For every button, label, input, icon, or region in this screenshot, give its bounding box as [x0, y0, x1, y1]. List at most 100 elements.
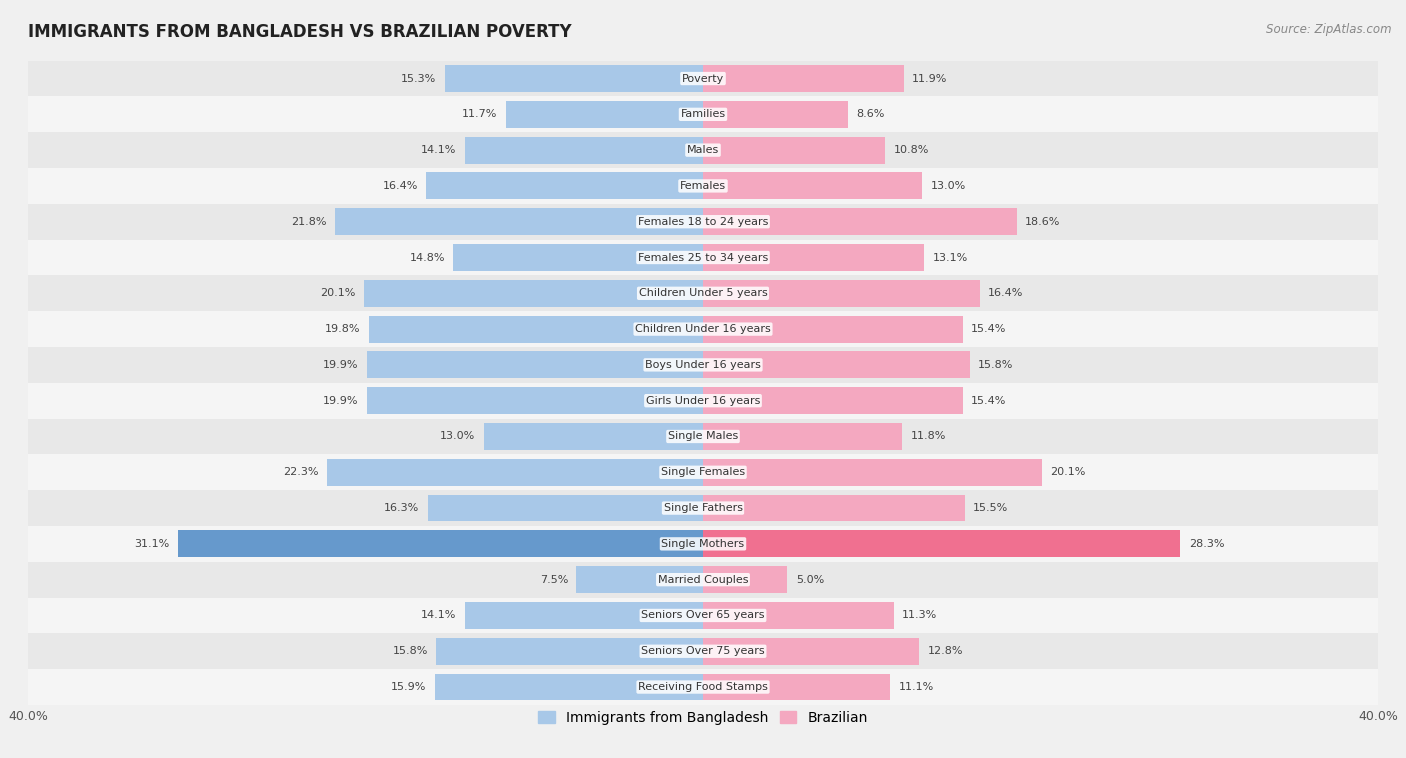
Bar — [703, 136, 886, 164]
Text: 15.5%: 15.5% — [973, 503, 1008, 513]
Text: Seniors Over 75 years: Seniors Over 75 years — [641, 647, 765, 656]
Text: 31.1%: 31.1% — [135, 539, 170, 549]
Text: Single Fathers: Single Fathers — [664, 503, 742, 513]
Text: 20.1%: 20.1% — [1050, 467, 1085, 478]
Bar — [703, 208, 1017, 235]
Bar — [703, 674, 890, 700]
Text: Girls Under 16 years: Girls Under 16 years — [645, 396, 761, 406]
Text: 7.5%: 7.5% — [540, 575, 568, 584]
Bar — [703, 637, 920, 665]
Text: 13.0%: 13.0% — [440, 431, 475, 441]
Bar — [28, 132, 1378, 168]
Text: Children Under 5 years: Children Under 5 years — [638, 288, 768, 299]
Bar — [703, 352, 970, 378]
Bar — [367, 352, 703, 378]
Text: 15.4%: 15.4% — [972, 396, 1007, 406]
Bar — [28, 347, 1378, 383]
Text: 16.4%: 16.4% — [382, 181, 418, 191]
Bar — [465, 136, 703, 164]
Text: 11.9%: 11.9% — [912, 74, 948, 83]
Bar — [427, 495, 703, 522]
Bar — [368, 315, 703, 343]
Text: Single Males: Single Males — [668, 431, 738, 441]
Text: 19.9%: 19.9% — [323, 396, 359, 406]
Text: Females 25 to 34 years: Females 25 to 34 years — [638, 252, 768, 262]
Text: 11.1%: 11.1% — [898, 682, 934, 692]
Bar — [326, 459, 703, 486]
Bar — [28, 597, 1378, 634]
Text: 18.6%: 18.6% — [1025, 217, 1060, 227]
Bar — [28, 418, 1378, 454]
Bar — [703, 315, 963, 343]
Bar — [506, 101, 703, 128]
Text: 28.3%: 28.3% — [1189, 539, 1225, 549]
Text: 14.1%: 14.1% — [422, 610, 457, 621]
Bar — [703, 280, 980, 307]
Bar — [364, 280, 703, 307]
Bar — [28, 490, 1378, 526]
Text: Source: ZipAtlas.com: Source: ZipAtlas.com — [1267, 23, 1392, 36]
Bar — [179, 531, 703, 557]
Bar — [703, 566, 787, 593]
Text: 16.3%: 16.3% — [384, 503, 419, 513]
Text: 15.8%: 15.8% — [392, 647, 427, 656]
Text: 11.3%: 11.3% — [903, 610, 938, 621]
Bar — [28, 168, 1378, 204]
Text: 13.0%: 13.0% — [931, 181, 966, 191]
Text: 19.8%: 19.8% — [325, 324, 360, 334]
Bar — [28, 383, 1378, 418]
Text: 14.8%: 14.8% — [409, 252, 444, 262]
Bar — [28, 96, 1378, 132]
Bar — [444, 65, 703, 92]
Text: 21.8%: 21.8% — [291, 217, 326, 227]
Bar — [703, 101, 848, 128]
Bar — [465, 602, 703, 629]
Text: 12.8%: 12.8% — [928, 647, 963, 656]
Bar — [703, 459, 1042, 486]
Text: 14.1%: 14.1% — [422, 145, 457, 155]
Bar — [28, 61, 1378, 96]
Bar — [703, 602, 894, 629]
Text: Receiving Food Stamps: Receiving Food Stamps — [638, 682, 768, 692]
Text: 16.4%: 16.4% — [988, 288, 1024, 299]
Bar — [436, 637, 703, 665]
Text: Males: Males — [688, 145, 718, 155]
Text: 5.0%: 5.0% — [796, 575, 824, 584]
Text: Families: Families — [681, 109, 725, 119]
Bar — [426, 173, 703, 199]
Text: Married Couples: Married Couples — [658, 575, 748, 584]
Bar — [576, 566, 703, 593]
Bar — [28, 454, 1378, 490]
Bar — [703, 387, 963, 414]
Bar — [28, 240, 1378, 275]
Text: 15.4%: 15.4% — [972, 324, 1007, 334]
Bar — [453, 244, 703, 271]
Text: 11.7%: 11.7% — [461, 109, 498, 119]
Bar — [28, 669, 1378, 705]
Text: 13.1%: 13.1% — [932, 252, 967, 262]
Bar — [28, 526, 1378, 562]
Text: 15.8%: 15.8% — [979, 360, 1014, 370]
Bar — [703, 495, 965, 522]
Bar — [28, 312, 1378, 347]
Text: Seniors Over 65 years: Seniors Over 65 years — [641, 610, 765, 621]
Bar — [28, 562, 1378, 597]
Bar — [28, 275, 1378, 312]
Bar — [335, 208, 703, 235]
Legend: Immigrants from Bangladesh, Brazilian: Immigrants from Bangladesh, Brazilian — [533, 705, 873, 730]
Bar — [703, 65, 904, 92]
Bar — [434, 674, 703, 700]
Text: Females 18 to 24 years: Females 18 to 24 years — [638, 217, 768, 227]
Text: 22.3%: 22.3% — [283, 467, 318, 478]
Bar — [28, 204, 1378, 240]
Text: Single Mothers: Single Mothers — [661, 539, 745, 549]
Bar — [28, 634, 1378, 669]
Text: 8.6%: 8.6% — [856, 109, 884, 119]
Bar — [703, 244, 924, 271]
Text: Children Under 16 years: Children Under 16 years — [636, 324, 770, 334]
Text: Females: Females — [681, 181, 725, 191]
Text: IMMIGRANTS FROM BANGLADESH VS BRAZILIAN POVERTY: IMMIGRANTS FROM BANGLADESH VS BRAZILIAN … — [28, 23, 572, 41]
Bar — [703, 423, 903, 450]
Bar — [484, 423, 703, 450]
Text: 19.9%: 19.9% — [323, 360, 359, 370]
